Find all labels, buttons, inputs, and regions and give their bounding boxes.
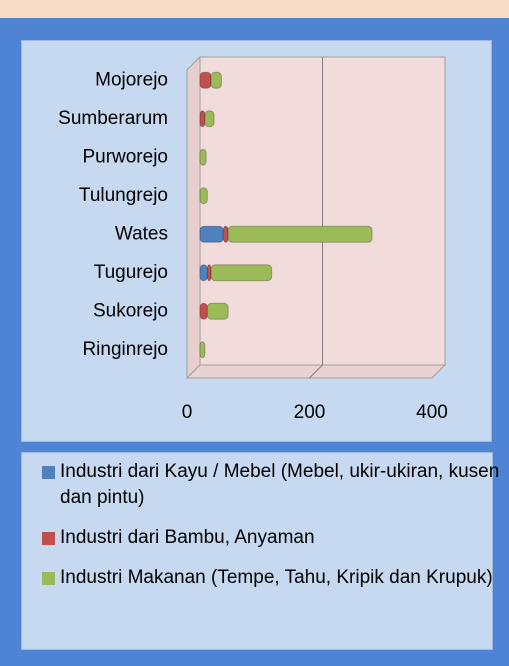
bar [199,302,208,320]
x-tick-label: 200 [294,402,326,423]
bar [199,341,206,359]
bar [204,110,215,128]
y-tick-label: Mojorejo [95,69,168,90]
legend-swatch [42,466,55,479]
bar [227,225,373,243]
side-wall [186,55,201,380]
legend-label: Industri dari Kayu / Mebel (Mebel, ukir-… [60,461,500,508]
legend-entry: Industri dari Bambu, Anyaman [42,525,500,551]
legend-label: Industri dari Bambu, Anyaman [60,527,315,548]
legend: Industri dari Kayu / Mebel (Mebel, ukir-… [21,452,499,650]
legend-entry: Industri Makanan (Tempe, Tahu, Kripik da… [42,565,500,591]
bar [222,225,229,243]
x-tick-label: 0 [182,402,193,423]
bar [206,302,229,320]
grid-line [309,364,323,379]
bar [210,71,222,89]
legend-swatch [42,572,55,585]
y-tick-label: Tugurejo [94,262,168,283]
y-tick-label: Ringinrejo [82,339,168,360]
bar [199,71,212,89]
legend-label: Industri Makanan (Tempe, Tahu, Kripik da… [60,567,493,588]
legend-entry: Industri dari Kayu / Mebel (Mebel, ukir-… [42,459,500,511]
bar [199,187,208,205]
x-tick-label: 400 [416,402,448,423]
y-tick-label: Tulungrejo [79,185,168,206]
bar [199,110,206,128]
bar [199,264,208,282]
bar [206,264,212,282]
bar [210,264,273,282]
y-tick-label: Sukorejo [93,300,168,321]
bar [199,225,224,243]
y-tick-label: Sumberarum [58,108,168,129]
bar [199,148,207,166]
y-tick-label: Purworejo [82,146,168,167]
y-tick-label: Wates [115,223,168,244]
legend-swatch [42,532,55,545]
